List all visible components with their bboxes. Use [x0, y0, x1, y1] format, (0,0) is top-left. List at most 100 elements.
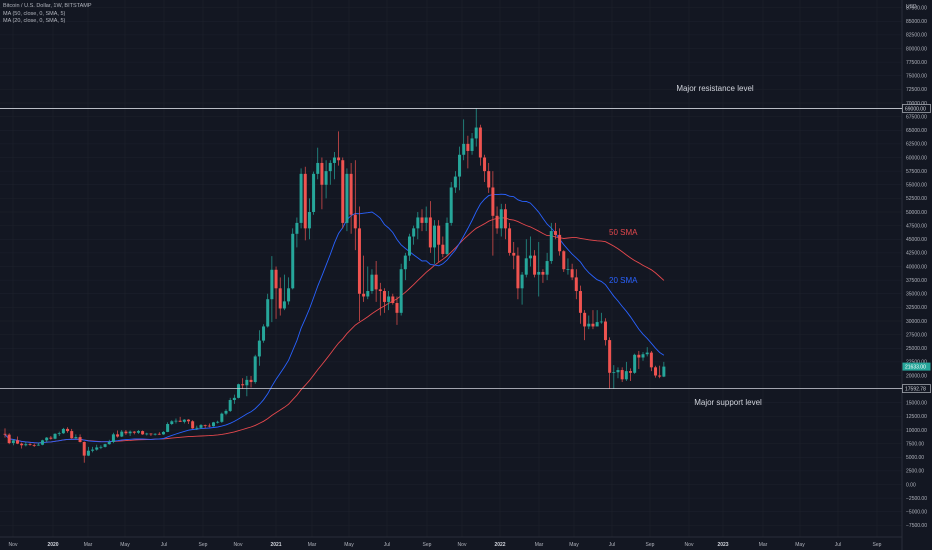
candle[interactable]	[253, 354, 257, 384]
candle[interactable]	[391, 293, 395, 305]
candle[interactable]	[53, 433, 57, 440]
candle[interactable]	[41, 439, 45, 446]
candle[interactable]	[78, 434, 82, 443]
candle[interactable]	[370, 269, 374, 294]
candle[interactable]	[553, 222, 557, 240]
candle[interactable]	[478, 124, 482, 166]
candle[interactable]	[520, 271, 524, 305]
candle[interactable]	[170, 420, 174, 426]
candle[interactable]	[378, 282, 382, 316]
candle[interactable]	[328, 160, 332, 185]
candle[interactable]	[662, 361, 666, 378]
candle[interactable]	[533, 250, 537, 278]
candle[interactable]	[466, 135, 470, 169]
candle[interactable]	[195, 425, 199, 430]
candle[interactable]	[362, 255, 366, 302]
candle[interactable]	[199, 424, 203, 429]
candle[interactable]	[249, 376, 253, 388]
candle[interactable]	[616, 367, 620, 379]
candle[interactable]	[16, 436, 20, 445]
candle[interactable]	[291, 228, 295, 290]
candle[interactable]	[487, 162, 491, 193]
candle[interactable]	[491, 171, 495, 256]
candle[interactable]	[45, 437, 49, 442]
candle[interactable]	[424, 206, 428, 232]
ma50-legend[interactable]: MA (50, close, 0, SMA, 5)	[3, 10, 66, 17]
candle[interactable]	[341, 157, 345, 229]
candle[interactable]	[403, 252, 407, 281]
candle[interactable]	[161, 431, 165, 435]
candle[interactable]	[149, 433, 153, 436]
candle[interactable]	[111, 432, 115, 444]
candle[interactable]	[449, 182, 453, 226]
candle[interactable]	[274, 266, 278, 319]
candle[interactable]	[257, 330, 261, 366]
candle[interactable]	[503, 203, 507, 240]
candle[interactable]	[574, 269, 578, 300]
candle[interactable]	[558, 228, 562, 256]
candle[interactable]	[24, 441, 28, 447]
candle[interactable]	[191, 420, 195, 429]
candle[interactable]	[470, 132, 474, 155]
candle[interactable]	[366, 266, 370, 300]
candle[interactable]	[591, 310, 595, 330]
candle[interactable]	[566, 258, 570, 275]
candle[interactable]	[212, 421, 215, 427]
candle[interactable]	[82, 441, 86, 463]
candle[interactable]	[28, 443, 32, 446]
candle[interactable]	[541, 269, 545, 283]
candle[interactable]	[145, 432, 149, 436]
candle[interactable]	[107, 439, 111, 445]
candle[interactable]	[132, 431, 136, 435]
candle[interactable]	[49, 435, 53, 440]
candle[interactable]	[20, 442, 24, 449]
candle[interactable]	[374, 261, 378, 302]
candle[interactable]	[120, 430, 124, 438]
candle[interactable]	[545, 252, 549, 281]
candle[interactable]	[7, 433, 11, 445]
candle[interactable]	[483, 154, 487, 183]
candle[interactable]	[629, 368, 632, 381]
candle[interactable]	[3, 428, 7, 438]
candle[interactable]	[595, 310, 599, 327]
candle[interactable]	[324, 160, 328, 199]
candle[interactable]	[299, 168, 303, 229]
candle[interactable]	[420, 209, 424, 232]
candle[interactable]	[141, 430, 145, 435]
candle[interactable]	[462, 119, 466, 161]
candle[interactable]	[174, 418, 178, 424]
candle[interactable]	[612, 365, 616, 389]
candle[interactable]	[508, 222, 512, 256]
symbol-title[interactable]: Bitcoin / U.S. Dollar, 1W, BITSTAMP	[3, 3, 92, 9]
candle[interactable]	[86, 446, 90, 457]
candle[interactable]	[353, 160, 357, 251]
candle[interactable]	[637, 350, 641, 369]
candle[interactable]	[245, 376, 249, 397]
candle[interactable]	[437, 220, 441, 263]
candle[interactable]	[583, 310, 587, 341]
chart-legend[interactable]: Bitcoin / U.S. Dollar, 1W, BITSTAMP MA (…	[3, 3, 92, 26]
candle[interactable]	[658, 365, 662, 379]
candle[interactable]	[512, 241, 516, 270]
candle[interactable]	[499, 203, 503, 237]
candle[interactable]	[320, 157, 324, 210]
candle[interactable]	[224, 409, 228, 416]
candle[interactable]	[11, 439, 15, 446]
candle[interactable]	[237, 383, 241, 399]
candle[interactable]	[570, 263, 574, 281]
candle[interactable]	[603, 318, 607, 346]
candle[interactable]	[124, 430, 128, 435]
candle[interactable]	[654, 365, 658, 378]
candle[interactable]	[382, 288, 386, 313]
candle[interactable]	[61, 427, 65, 434]
candle[interactable]	[428, 201, 432, 253]
candle[interactable]	[307, 198, 311, 240]
candle[interactable]	[57, 431, 61, 436]
candle[interactable]	[232, 394, 236, 404]
candle[interactable]	[608, 337, 612, 389]
candle[interactable]	[387, 291, 391, 311]
candle[interactable]	[345, 168, 349, 232]
candle[interactable]	[587, 315, 591, 330]
candle[interactable]	[312, 171, 316, 215]
